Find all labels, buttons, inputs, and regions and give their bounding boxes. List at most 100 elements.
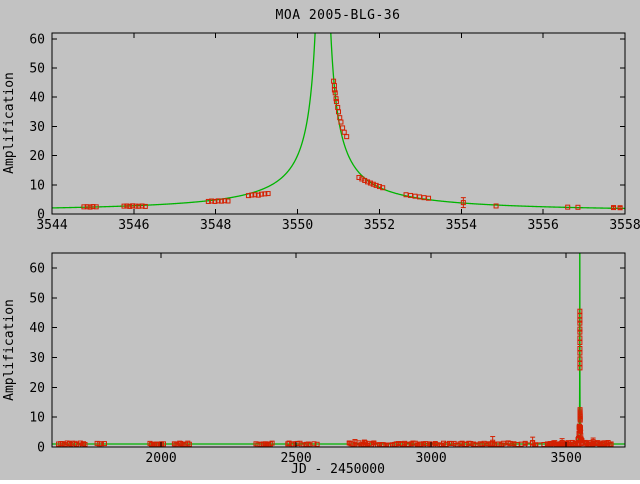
data-point — [577, 417, 583, 423]
data-point — [356, 175, 362, 181]
data-point — [601, 445, 607, 447]
data-point — [218, 198, 224, 204]
x-tick-label: 2500 — [280, 451, 311, 466]
bottom-panel-y-axis-label: Amplification — [2, 299, 17, 401]
data-point — [186, 441, 192, 447]
axis-tick-labels: 3544 3546 3548 3550 3552 3554 3556 3558 0 10 20 30 4… — [29, 32, 640, 233]
data-point — [367, 180, 373, 186]
data-point — [222, 198, 228, 204]
data-point — [577, 329, 583, 335]
data-points — [81, 78, 623, 211]
axis-ticks — [51, 33, 626, 215]
data-point — [383, 442, 389, 447]
data-point — [124, 203, 130, 209]
panel-frame — [51, 32, 626, 215]
model-curve — [52, 33, 625, 210]
panel-plot-area — [52, 33, 625, 211]
y-tick-label: 50 — [29, 62, 45, 77]
data-point — [133, 203, 139, 209]
data-point — [98, 441, 104, 447]
axis-ticks — [52, 253, 625, 448]
y-tick-label: 30 — [29, 351, 45, 366]
y-tick-label: 50 — [29, 291, 45, 306]
data-point — [373, 182, 379, 188]
data-point — [305, 441, 311, 447]
x-tick-label: 3548 — [200, 218, 231, 233]
data-point — [81, 441, 87, 447]
chart-title: MOA 2005-BLG-36 — [276, 8, 401, 23]
data-point — [209, 198, 215, 204]
data-point — [84, 204, 90, 210]
data-point — [577, 365, 583, 371]
data-point — [262, 191, 268, 197]
x-tick-label: 3500 — [550, 451, 581, 466]
data-point — [460, 200, 466, 206]
y-tick-label: 40 — [29, 91, 45, 106]
y-tick-label: 0 — [37, 441, 45, 456]
y-tick-label: 10 — [29, 178, 45, 193]
data-point — [332, 90, 338, 96]
data-point — [340, 125, 346, 131]
data-point — [90, 204, 96, 210]
top-panel: 3544 3546 3548 3550 3552 3554 3556 3558 0 10 20 30 4… — [29, 32, 640, 233]
data-point — [408, 192, 414, 198]
data-point — [205, 198, 211, 204]
data-point — [376, 184, 382, 190]
x-tick-label: 3546 — [118, 218, 149, 233]
data-point — [412, 193, 418, 199]
data-point — [421, 195, 427, 201]
data-point — [359, 176, 365, 182]
data-point — [441, 440, 447, 446]
data-point — [417, 194, 423, 200]
data-point — [577, 326, 583, 332]
data-point — [362, 177, 368, 183]
data-point — [468, 440, 474, 446]
data-point — [344, 134, 350, 140]
y-tick-label: 20 — [29, 381, 45, 396]
data-point — [212, 198, 218, 204]
data-point — [617, 205, 623, 211]
y-tick-label: 40 — [29, 321, 45, 336]
data-point — [530, 440, 536, 446]
data-point — [101, 441, 107, 447]
data-point — [370, 181, 376, 187]
data-point — [225, 198, 231, 204]
data-point — [577, 340, 583, 346]
data-point — [333, 96, 339, 102]
data-point — [611, 205, 617, 211]
data-point — [544, 441, 550, 447]
data-point — [87, 204, 93, 210]
data-point — [380, 185, 386, 191]
data-point — [331, 87, 337, 93]
data-point — [249, 192, 255, 198]
data-point — [365, 179, 371, 185]
data-point — [82, 441, 88, 447]
data-point — [418, 441, 424, 447]
y-tick-label: 10 — [29, 411, 45, 426]
panel-plot-area — [52, 253, 625, 447]
data-point — [67, 441, 73, 447]
data-point — [265, 191, 271, 197]
bottom-panel: 2000 2500 3000 3500 0 10 20 30 40 50 60 — [29, 252, 626, 466]
x-tick-label: 2000 — [145, 451, 176, 466]
data-point — [338, 119, 344, 125]
axis-tick-labels: 2000 2500 3000 3500 0 10 20 30 40 50 60 — [29, 261, 581, 466]
data-point — [255, 192, 261, 198]
data-point — [577, 350, 583, 356]
data-point — [93, 204, 99, 210]
data-point — [121, 203, 127, 209]
x-tick-label: 3544 — [36, 218, 67, 233]
data-point — [139, 203, 145, 209]
data-point — [443, 441, 449, 447]
y-tick-label: 20 — [29, 149, 45, 164]
x-tick-label: 3552 — [364, 218, 395, 233]
data-point — [352, 439, 358, 445]
data-points — [56, 308, 614, 447]
data-point — [361, 439, 367, 445]
data-point — [577, 320, 583, 326]
data-point — [578, 432, 584, 438]
data-point — [336, 109, 341, 115]
data-point — [577, 317, 583, 323]
data-point — [269, 440, 275, 446]
